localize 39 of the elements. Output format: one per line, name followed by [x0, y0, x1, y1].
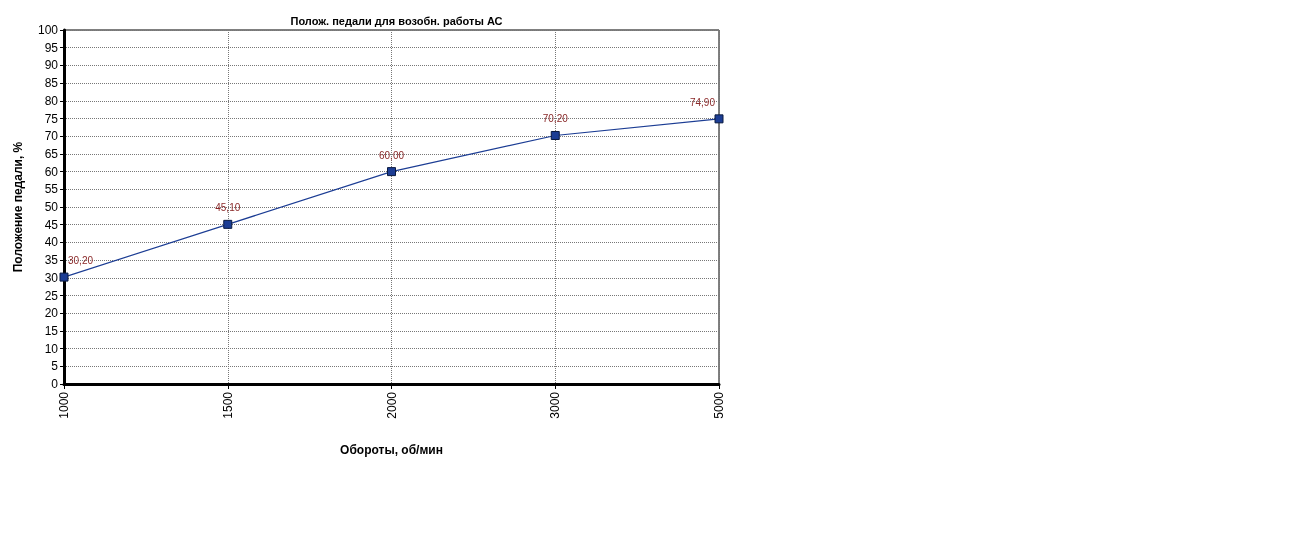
y-tick-label: 85 — [44, 76, 59, 91]
y-tick-label: 40 — [44, 235, 59, 250]
data-label: 70,20 — [542, 113, 569, 125]
y-tick-label: 55 — [44, 182, 59, 197]
data-label: 45,10 — [215, 202, 241, 214]
point — [714, 114, 724, 124]
y-tick-label: 10 — [44, 341, 59, 356]
point — [387, 167, 396, 177]
y-tick-label: 35 — [44, 253, 59, 268]
point — [550, 130, 560, 140]
y-tick-label: 5 — [51, 359, 59, 374]
data-label: 60,00 — [378, 149, 405, 161]
y-tick-label: 20 — [44, 306, 59, 321]
y-tick-label: 70 — [44, 129, 59, 144]
y-tick-label: 75 — [44, 111, 59, 126]
y-tick-label: 0 — [51, 377, 59, 391]
y-axis-title: Положение педали, % — [11, 141, 25, 273]
y-tick-label: 25 — [44, 288, 59, 303]
x-tick-label: 5000 — [712, 391, 726, 419]
y-tick-label: 80 — [44, 93, 59, 108]
x-tick-label: 1500 — [220, 391, 235, 419]
point — [223, 219, 233, 229]
data-label: 30,20 — [68, 255, 94, 267]
point — [59, 272, 69, 282]
y-tick-label: 95 — [44, 40, 59, 55]
chart-title: Полож. педали для возобн. работы АС — [290, 14, 503, 27]
y-tick-label: 15 — [44, 323, 59, 338]
y-tick-label: 60 — [44, 164, 59, 179]
data-label: 74,90 — [689, 96, 716, 108]
y-tick-label: 65 — [44, 146, 59, 161]
x-axis-title: Обороты, об/мин — [340, 443, 443, 457]
y-tick-label: 100 — [37, 23, 59, 37]
x-tick-label: 2000 — [384, 391, 399, 419]
y-tick-label: 90 — [44, 58, 59, 73]
x-tick-label: 3000 — [548, 391, 563, 419]
x-tick-label: 1000 — [57, 391, 71, 419]
y-tick-label: 30 — [44, 270, 59, 285]
y-tick-label: 45 — [44, 217, 59, 232]
y-tick-label: 50 — [44, 200, 59, 214]
